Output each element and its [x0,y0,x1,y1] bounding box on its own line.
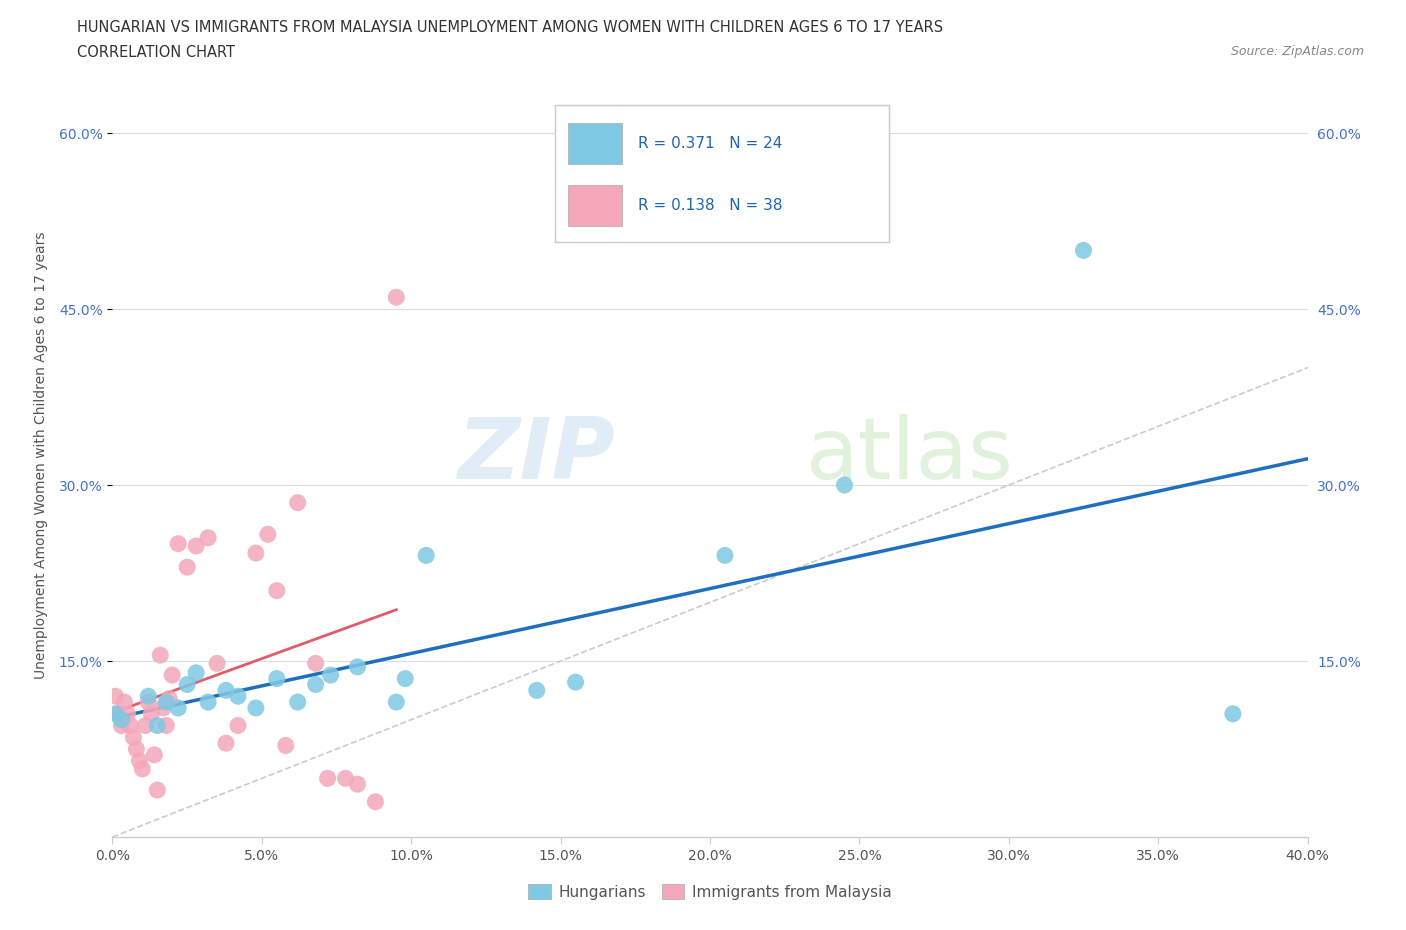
Point [157,691,180,706]
Point [205,656,228,671]
Point [155,695,177,710]
Point [143,748,166,763]
Point [346,659,368,674]
Point [110,718,132,733]
Point [364,794,387,809]
Point [146,718,169,733]
Point [1222,707,1244,722]
Point [526,683,548,698]
Text: Source: ZipAtlas.com: Source: ZipAtlas.com [1230,45,1364,58]
Y-axis label: Unemployment Among Women with Children Ages 6 to 17 years: Unemployment Among Women with Children A… [34,232,48,680]
Point [117,707,139,722]
Point [319,668,342,683]
Point [152,700,174,715]
Point [128,753,150,768]
Point [197,695,219,710]
Point [162,668,183,683]
Point [245,700,267,715]
Point [197,530,219,545]
Point [155,718,177,733]
Point [114,695,135,710]
Point [257,527,280,542]
Point [146,783,169,798]
Point [138,695,160,710]
Text: ZIP: ZIP [457,414,614,498]
Point [141,707,163,722]
Point [834,478,856,493]
Point [149,647,172,662]
Point [186,665,208,680]
Point [138,689,160,704]
Point [226,689,249,704]
Point [316,771,339,786]
Point [176,560,198,575]
Point [274,738,297,753]
Legend: Hungarians, Immigrants from Malaysia: Hungarians, Immigrants from Malaysia [522,877,898,906]
Point [226,718,249,733]
Point [266,583,288,598]
Point [104,689,127,704]
Point [335,771,357,786]
Point [104,707,127,722]
Point [385,290,408,305]
Point [107,707,129,722]
Point [564,674,586,689]
Point [186,538,208,553]
Point [134,718,156,733]
Point [125,741,148,756]
Point [215,683,238,698]
Point [305,656,328,671]
Point [215,736,238,751]
Point [245,546,267,561]
Point [385,695,408,710]
Point [110,712,132,727]
Point [394,671,416,686]
Point [122,730,145,745]
Point [714,548,737,563]
Point [415,548,437,563]
Point [131,762,153,777]
Point [346,777,368,791]
Text: CORRELATION CHART: CORRELATION CHART [77,45,235,60]
Point [287,695,309,710]
Point [305,677,328,692]
Point [1073,243,1095,258]
Point [287,495,309,510]
Point [176,677,198,692]
Point [266,671,288,686]
Point [120,718,142,733]
Text: HUNGARIAN VS IMMIGRANTS FROM MALAYSIA UNEMPLOYMENT AMONG WOMEN WITH CHILDREN AGE: HUNGARIAN VS IMMIGRANTS FROM MALAYSIA UN… [77,20,943,35]
Point [167,537,190,551]
Point [167,700,190,715]
Text: atlas: atlas [806,414,1014,498]
